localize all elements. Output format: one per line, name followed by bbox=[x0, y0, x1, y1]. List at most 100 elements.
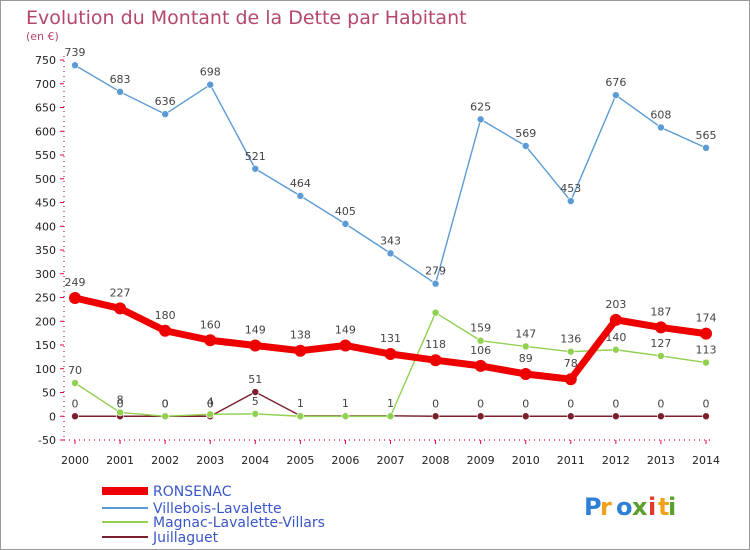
data-label-magnac-lavalette-villars: 5 bbox=[252, 395, 259, 408]
data-point-villebois-lavalette bbox=[116, 88, 124, 96]
data-point-magnac-lavalette-villars bbox=[296, 412, 305, 421]
x-tick-label: 2005 bbox=[286, 454, 314, 467]
logo-letter: i bbox=[648, 493, 656, 521]
data-label-magnac-lavalette-villars: 147 bbox=[515, 327, 536, 340]
data-point-magnac-lavalette-villars bbox=[71, 379, 79, 387]
data-label-ronsenac: 118 bbox=[425, 338, 446, 351]
data-label-ronsenac: 203 bbox=[605, 298, 626, 311]
series-ronsenac: 249 227 180 160 149 138 149 131 118 106 89 78 203 187… bbox=[65, 276, 717, 386]
legend-label-magnac-lavalette-villars: Magnac-Lavalette-Villars bbox=[153, 515, 325, 531]
x-tick-label: 2002 bbox=[151, 454, 179, 467]
y-tick-label: -50 bbox=[38, 434, 56, 447]
data-point-juillaguet bbox=[612, 412, 620, 421]
data-point-ronsenac bbox=[429, 354, 442, 367]
data-point-juillaguet bbox=[431, 412, 440, 421]
data-label-ronsenac: 149 bbox=[245, 323, 266, 336]
legend-label-juillaguet: Juillaguet bbox=[152, 530, 219, 546]
data-point-magnac-lavalette-villars bbox=[431, 308, 440, 317]
data-point-juillaguet bbox=[566, 412, 575, 421]
axes: -500501001502002503003504004505005506006… bbox=[35, 54, 720, 467]
data-label-juillaguet: 0 bbox=[162, 397, 169, 410]
data-point-ronsenac bbox=[114, 302, 127, 315]
data-label-juillaguet: 1 bbox=[297, 397, 304, 410]
data-label-ronsenac: 249 bbox=[65, 276, 86, 289]
x-tick-label: 2011 bbox=[557, 454, 585, 467]
data-point-juillaguet bbox=[657, 412, 665, 421]
data-label-juillaguet: 0 bbox=[477, 397, 484, 410]
data-point-magnac-lavalette-villars bbox=[161, 412, 169, 421]
data-label-villebois-lavalette: 698 bbox=[200, 66, 221, 79]
y-tick-label: 100 bbox=[35, 363, 56, 376]
data-point-villebois-lavalette bbox=[296, 192, 305, 200]
data-label-juillaguet: 0 bbox=[72, 397, 79, 410]
data-point-juillaguet bbox=[251, 388, 260, 396]
data-label-ronsenac: 174 bbox=[696, 312, 717, 325]
y-tick-label: 0 bbox=[49, 410, 56, 423]
legend-label-villebois-lavalette: Villebois-Lavalette bbox=[153, 501, 282, 517]
y-tick-label: 400 bbox=[35, 220, 56, 233]
data-label-ronsenac: 89 bbox=[519, 352, 533, 365]
logo-letter: t bbox=[658, 493, 669, 521]
x-tick-label: 2001 bbox=[106, 454, 134, 467]
y-tick-label: 300 bbox=[35, 268, 56, 281]
x-tick-label: 2010 bbox=[512, 454, 540, 467]
data-point-ronsenac bbox=[700, 327, 712, 340]
data-label-ronsenac: 78 bbox=[564, 357, 578, 370]
data-point-ronsenac bbox=[249, 339, 262, 352]
data-label-juillaguet: 0 bbox=[207, 397, 214, 410]
x-tick-label: 2000 bbox=[61, 454, 89, 467]
data-label-ronsenac: 149 bbox=[335, 323, 356, 336]
data-point-villebois-lavalette bbox=[476, 115, 485, 124]
y-tick-label: 650 bbox=[35, 102, 56, 115]
legend-label-ronsenac: RONSENAC bbox=[153, 484, 232, 500]
x-tick-label: 2004 bbox=[241, 454, 269, 467]
chart-subtitle: (en €) bbox=[26, 30, 59, 43]
x-tick-label: 2009 bbox=[467, 454, 495, 467]
data-point-ronsenac bbox=[519, 367, 532, 380]
data-label-juillaguet: 0 bbox=[117, 397, 124, 410]
data-point-magnac-lavalette-villars bbox=[566, 347, 575, 356]
data-label-ronsenac: 138 bbox=[290, 329, 311, 342]
data-point-magnac-lavalette-villars bbox=[657, 352, 665, 360]
x-tick-label: 2006 bbox=[331, 454, 359, 467]
chart-title: Evolution du Montant de la Dette par Hab… bbox=[26, 7, 467, 29]
data-label-ronsenac: 131 bbox=[380, 332, 401, 345]
proxiti-logo: Pr o x i ti bbox=[584, 493, 676, 521]
logo-letter: r bbox=[600, 493, 612, 521]
y-tick-label: 700 bbox=[35, 78, 56, 91]
data-point-ronsenac bbox=[159, 324, 172, 337]
x-tick-label: 2014 bbox=[692, 454, 720, 467]
data-label-ronsenac: 227 bbox=[110, 286, 131, 299]
y-tick-label: 600 bbox=[35, 125, 56, 138]
data-label-juillaguet: 0 bbox=[567, 397, 574, 410]
data-label-villebois-lavalette: 279 bbox=[425, 265, 446, 278]
data-point-villebois-lavalette bbox=[657, 123, 665, 132]
data-point-magnac-lavalette-villars bbox=[251, 410, 260, 418]
x-tick-label: 2003 bbox=[196, 454, 224, 467]
y-tick-label: 450 bbox=[35, 197, 56, 210]
data-point-ronsenac bbox=[294, 344, 307, 357]
data-point-ronsenac bbox=[69, 291, 81, 304]
y-tick-label: 350 bbox=[35, 244, 56, 257]
data-point-magnac-lavalette-villars bbox=[521, 342, 530, 351]
data-label-magnac-lavalette-villars: 0 bbox=[162, 397, 169, 410]
data-point-juillaguet bbox=[702, 412, 710, 421]
data-point-villebois-lavalette bbox=[431, 279, 440, 288]
data-point-ronsenac bbox=[474, 359, 487, 372]
data-point-ronsenac bbox=[204, 334, 217, 347]
data-point-juillaguet bbox=[521, 412, 530, 421]
data-label-ronsenac: 160 bbox=[200, 318, 221, 331]
data-point-villebois-lavalette bbox=[341, 220, 350, 228]
data-label-villebois-lavalette: 453 bbox=[560, 182, 581, 195]
data-label-magnac-lavalette-villars: 136 bbox=[560, 333, 581, 346]
data-label-villebois-lavalette: 464 bbox=[290, 177, 311, 190]
data-point-magnac-lavalette-villars bbox=[341, 412, 350, 421]
data-point-villebois-lavalette bbox=[206, 80, 215, 89]
data-label-villebois-lavalette: 676 bbox=[605, 76, 626, 89]
data-point-juillaguet bbox=[476, 412, 485, 421]
data-point-villebois-lavalette bbox=[521, 142, 530, 150]
data-point-ronsenac bbox=[384, 348, 397, 361]
y-tick-label: 500 bbox=[35, 173, 56, 186]
